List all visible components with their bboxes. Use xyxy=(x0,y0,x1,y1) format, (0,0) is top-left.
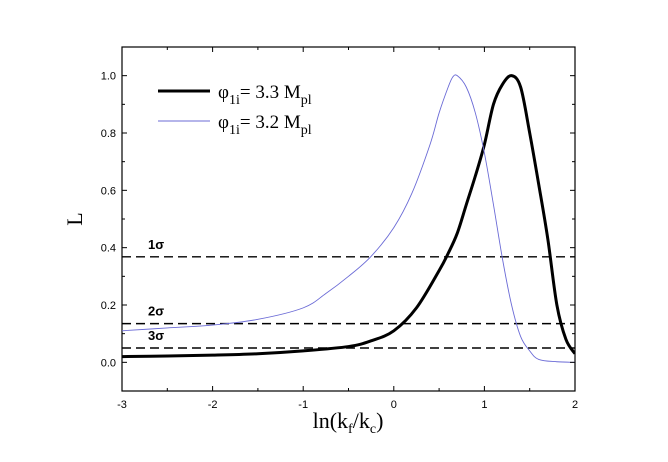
y-tick-label-4: 0.8 xyxy=(101,128,116,140)
y-tick-label-5: 1.0 xyxy=(101,71,116,83)
legend-entry-2: φ1i= 3.2 Mpl xyxy=(158,112,312,138)
sigma-label-3: 3σ xyxy=(148,328,164,343)
x-tick-label-2: -1 xyxy=(298,399,308,411)
x-axis-label: ln(kf/kc) xyxy=(313,408,384,437)
x-tick-label-0: -3 xyxy=(117,399,127,411)
legend-label-1: φ1i= 3.3 Mpl xyxy=(218,82,312,108)
series-layer xyxy=(122,74,575,363)
x-tick-label-1: -2 xyxy=(208,399,218,411)
sigma-label-1: 1σ xyxy=(148,237,164,252)
y-tick-label-1: 0.2 xyxy=(101,300,116,312)
y-tick-label-0: 0.0 xyxy=(101,357,116,369)
y-axis-label: L xyxy=(62,212,87,225)
y-tick-label-2: 0.4 xyxy=(101,243,116,255)
series-line-1 xyxy=(122,74,575,359)
reference-lines: 1σ 2σ 3σ xyxy=(122,237,575,349)
series-line-2 xyxy=(122,74,575,363)
y-tick-label-3: 0.6 xyxy=(101,185,116,197)
legend-entry-1: φ1i= 3.3 Mpl xyxy=(158,82,312,108)
axis-ticks: -3 -2 -1 0 1 2 0.0 0.2 0.4 0.6 0.8 1.0 xyxy=(101,47,578,411)
plot-frame xyxy=(121,46,576,392)
legend-label-2: φ1i= 3.2 Mpl xyxy=(218,112,312,138)
x-tick-label-5: 2 xyxy=(572,399,578,411)
legend: φ1i= 3.3 Mpl φ1i= 3.2 Mpl xyxy=(158,82,312,138)
x-tick-label-3: 0 xyxy=(391,399,397,411)
sigma-label-2: 2σ xyxy=(148,304,164,319)
x-tick-label-4: 1 xyxy=(481,399,487,411)
